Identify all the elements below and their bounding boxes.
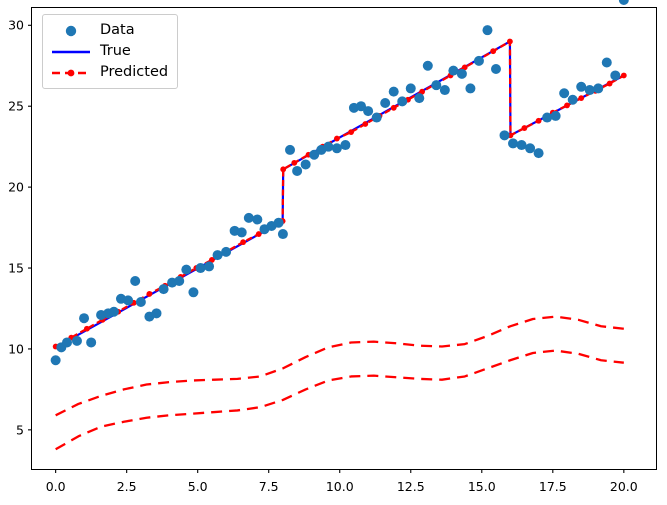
legend-label-predicted: Predicted (100, 64, 169, 81)
y-tick-label: 30 (8, 17, 24, 33)
x-tick-label: 12.5 (396, 478, 425, 494)
legend-item-predicted: Predicted (50, 62, 168, 83)
x-tick-label: 2.5 (116, 478, 137, 494)
legend-label-data: Data (100, 22, 135, 39)
chart-legend: Data True Predicted (42, 14, 179, 89)
y-tick-label: 10 (8, 341, 24, 357)
legend-line-solid-icon (50, 43, 92, 61)
x-tick-label: 15.0 (467, 478, 496, 494)
x-tick-label: 17.5 (538, 478, 567, 494)
y-tick-label: 25 (8, 98, 24, 114)
legend-line-dashed-marker-icon (50, 64, 92, 82)
legend-label-true: True (100, 43, 131, 60)
x-tick-label: 0.0 (45, 478, 66, 494)
y-tick-label: 20 (8, 179, 24, 195)
x-tick-label: 10.0 (325, 478, 354, 494)
legend-marker-circle-icon (50, 22, 92, 40)
legend-item-true: True (50, 41, 168, 62)
legend-item-data: Data (50, 20, 168, 41)
x-tick-label: 5.0 (187, 478, 208, 494)
x-tick-label: 7.5 (258, 478, 279, 494)
y-tick-label: 5 (16, 422, 24, 438)
y-tick-label: 15 (8, 260, 24, 276)
x-tick-label: 20.0 (609, 478, 638, 494)
